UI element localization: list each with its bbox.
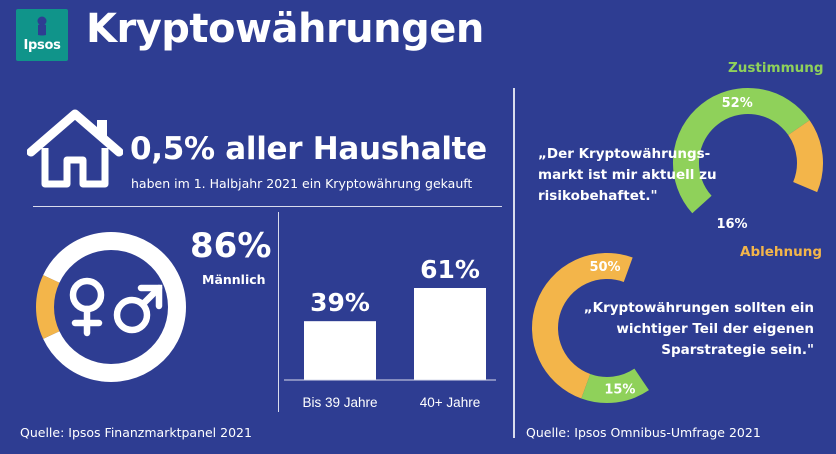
- house-icon: [27, 109, 123, 188]
- bar-category-label-bis-39: Bis 39 Jahre: [302, 395, 377, 410]
- quote-savings-line: Sparstrategie sein.": [661, 342, 814, 358]
- quote-risk: „Der Kryptowährungs- markt ist mir aktue…: [538, 144, 738, 207]
- gender-male-caption: Männlich: [202, 272, 266, 287]
- quote-savings-line: „Kryptowährungen sollten ein: [583, 300, 814, 316]
- bar-category-label-40-plus: 40+ Jahre: [420, 395, 480, 410]
- vertical-divider-small: [278, 212, 279, 412]
- legend-ablehnung: Ablehnung: [740, 244, 823, 260]
- ipsos-logo-text: Ipsos: [23, 38, 61, 53]
- donut-savings-label-disagree: 50%: [589, 260, 620, 275]
- source-left: Quelle: Ipsos Finanzmarktpanel 2021: [20, 425, 252, 440]
- page-title: Kryptowährungen: [86, 6, 484, 52]
- donut-risk-segment-disagree: [787, 120, 823, 193]
- gender-segment-male: [43, 232, 186, 382]
- quote-risk-line: risikobehaftet.": [538, 188, 658, 204]
- gender-segment-female: [36, 275, 60, 339]
- bar-value-label-40-plus: 61%: [420, 255, 480, 284]
- donut-savings-label-agree: 15%: [604, 383, 635, 398]
- ipsos-logo: Ipsos: [16, 9, 68, 61]
- donut-savings-segment-disagree: [532, 253, 633, 399]
- households-headline: 0,5% aller Haushalte: [130, 131, 487, 167]
- ipsos-logo-figure-icon: [37, 16, 47, 36]
- donut-savings-chart: 50% 15%: [532, 253, 649, 403]
- age-bar-chart: 39% 61% Bis 39 Jahre 40+ Jahre: [284, 255, 496, 410]
- legend-zustimmung: Zustimmung: [728, 60, 824, 76]
- donut-risk-label-disagree: 16%: [716, 217, 747, 232]
- bar-40-plus-jahre: [414, 288, 486, 380]
- vertical-divider: [513, 88, 515, 438]
- donut-risk-chart: 52% 16%: [672, 87, 823, 232]
- quote-savings: „Kryptowährungen sollten ein wichtiger T…: [574, 298, 814, 361]
- donut-risk-label-agree: 52%: [722, 96, 753, 111]
- horizontal-divider: [33, 206, 502, 207]
- bar-bis-39-jahre: [304, 321, 376, 380]
- donut-risk-segment-agree: [672, 87, 810, 214]
- source-right: Quelle: Ipsos Omnibus-Umfrage 2021: [526, 425, 761, 440]
- gender-donut-chart: [36, 232, 186, 382]
- quote-risk-line: markt ist mir aktuell zu: [538, 167, 717, 183]
- quote-savings-line: wichtiger Teil der eigenen: [616, 321, 814, 337]
- households-subline: haben im 1. Halbjahr 2021 ein Kryptowähr…: [131, 176, 473, 191]
- gender-symbols-icon: [69, 277, 163, 337]
- gender-male-value-label: 86%: [190, 226, 272, 266]
- bar-value-label-bis-39: 39%: [310, 288, 370, 317]
- quote-risk-line: „Der Kryptowährungs-: [538, 146, 711, 162]
- donut-savings-segment-agree: [581, 368, 649, 403]
